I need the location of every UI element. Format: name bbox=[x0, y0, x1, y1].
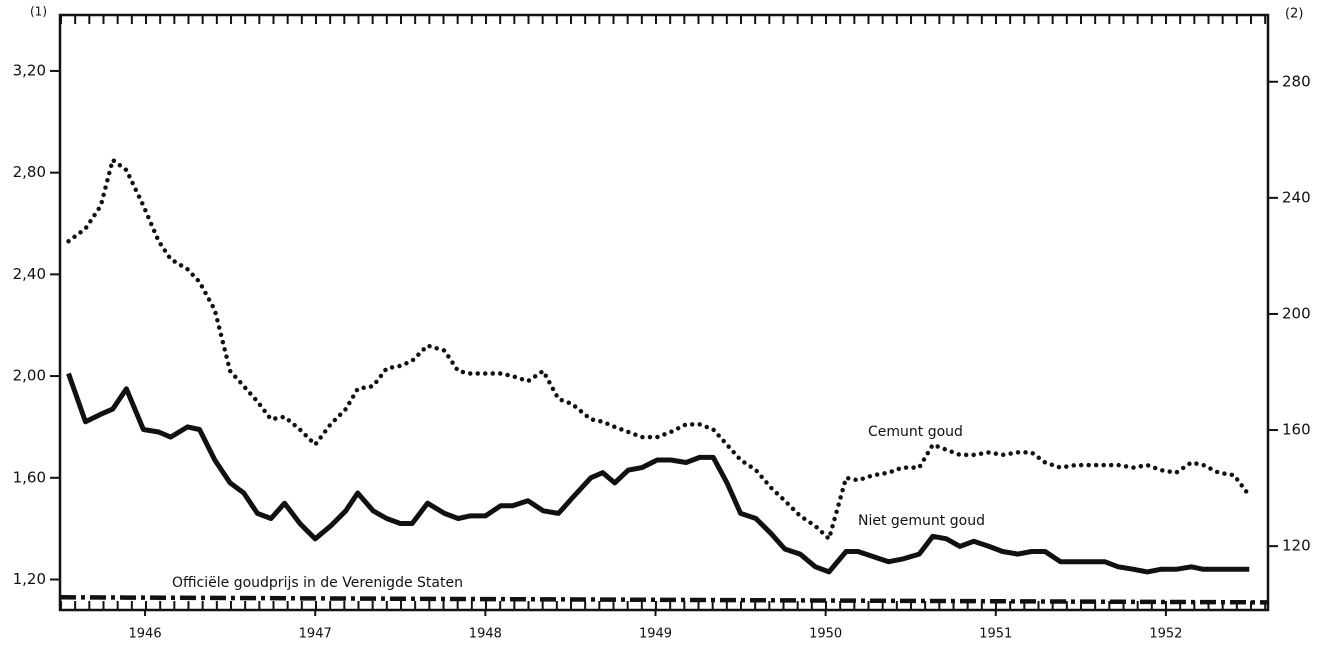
series-line bbox=[59, 595, 1269, 605]
series-label: Cemunt goud bbox=[868, 424, 963, 440]
y2-tick-label: 200 bbox=[1282, 304, 1311, 322]
y-tick-label: 1,20 bbox=[13, 570, 46, 588]
x-tick-label: 1952 bbox=[1149, 627, 1182, 642]
x-tick-label: 1951 bbox=[979, 627, 1012, 642]
y-tick-label: 3,20 bbox=[13, 61, 46, 79]
y-axis-label: (1) bbox=[30, 5, 47, 19]
x-tick-label: 1946 bbox=[129, 627, 162, 642]
minor-ticks bbox=[60, 0, 1268, 661]
series-line bbox=[66, 156, 1252, 543]
y2-tick-label: 240 bbox=[1282, 188, 1311, 206]
series-label: Officiële goudprijs in de Verenigde Stat… bbox=[172, 575, 463, 591]
series-label: Niet gemunt goud bbox=[858, 513, 985, 529]
x-tick-label: 1948 bbox=[469, 627, 502, 642]
plot-frame bbox=[58, 13, 1270, 612]
y2-tick-label: 280 bbox=[1282, 72, 1311, 90]
y2-axis-label: (2) bbox=[1285, 7, 1303, 22]
series-line bbox=[66, 372, 1250, 575]
y-tick-label: 2,80 bbox=[13, 163, 46, 181]
x-tick-label: 1949 bbox=[639, 627, 672, 642]
y-tick-label: 1,60 bbox=[13, 468, 46, 486]
y2-tick-label: 160 bbox=[1282, 421, 1311, 439]
x-tick-label: 1950 bbox=[809, 627, 842, 642]
y-tick-label: 2,40 bbox=[13, 265, 46, 283]
y2-tick-label: 120 bbox=[1282, 537, 1311, 555]
y-tick-label: 2,00 bbox=[13, 367, 46, 385]
x-tick-label: 1947 bbox=[299, 627, 332, 642]
